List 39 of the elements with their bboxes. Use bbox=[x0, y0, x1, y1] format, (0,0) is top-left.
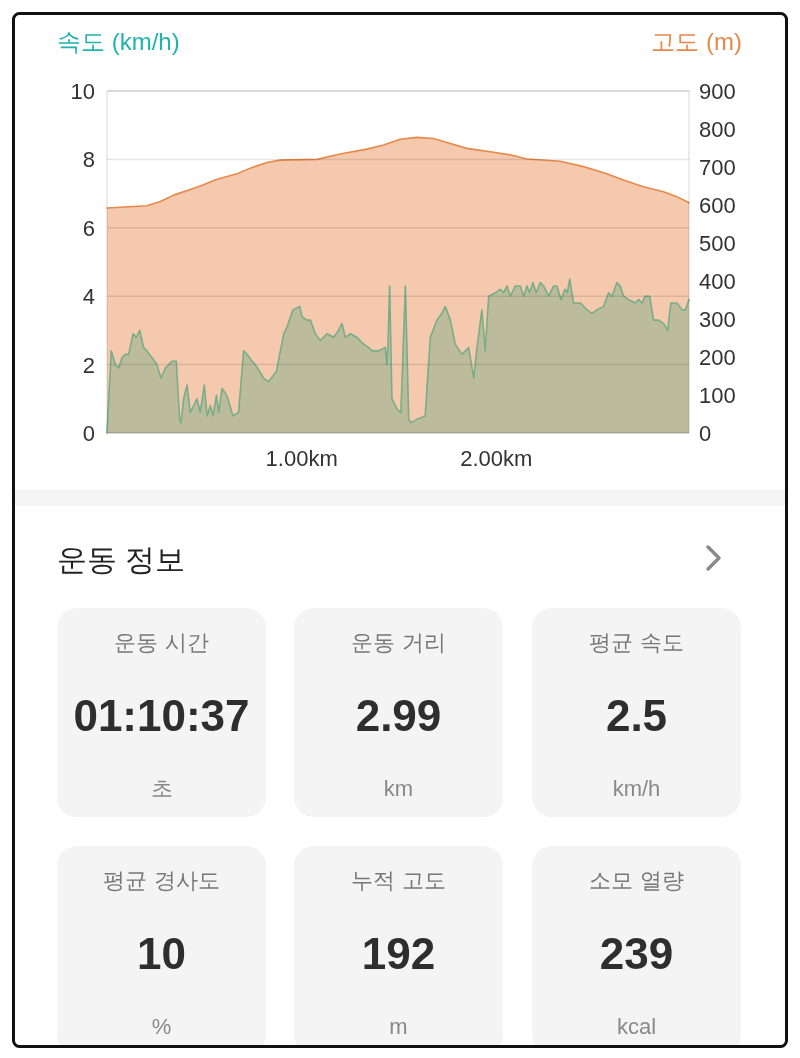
text: m bbox=[389, 1014, 408, 1039]
y2-tick-label: 500 bbox=[699, 231, 736, 256]
text: km/h bbox=[612, 776, 661, 801]
y-tick-label: 10 bbox=[70, 79, 95, 104]
text: 2.99 bbox=[355, 691, 442, 740]
y2-tick-label: 300 bbox=[699, 307, 736, 332]
text: 01:10:37 bbox=[73, 691, 250, 740]
text: 누적 고도 bbox=[351, 868, 446, 893]
y-tick-label: 0 bbox=[82, 421, 95, 446]
text: km bbox=[383, 776, 414, 801]
y2-axis-title: 고도 (m) bbox=[651, 28, 742, 55]
text: 평균 경사도 bbox=[103, 868, 220, 893]
text: 운동 거리 bbox=[351, 630, 446, 655]
text: 운동 시간 bbox=[114, 630, 209, 655]
text: 239 bbox=[599, 929, 674, 978]
text: 10 bbox=[137, 929, 186, 978]
y2-tick-label: 200 bbox=[699, 345, 736, 370]
x-tick-label: 2.00km bbox=[460, 446, 533, 471]
text: % bbox=[151, 1014, 172, 1039]
y-tick-label: 4 bbox=[82, 284, 95, 310]
y2-tick-label: 400 bbox=[699, 269, 736, 294]
y2-tick-label: 900 bbox=[699, 79, 736, 104]
y2-tick-label: 600 bbox=[699, 193, 736, 218]
y-tick-label: 6 bbox=[82, 215, 95, 241]
text: 초 bbox=[150, 776, 173, 801]
x-tick-label: 1.00km bbox=[265, 446, 338, 471]
text: 2.5 bbox=[605, 691, 668, 740]
y-tick-label: 2 bbox=[82, 352, 95, 378]
y2-tick-label: 0 bbox=[699, 421, 712, 446]
y-axis-title: 속도 (km/h) bbox=[57, 28, 180, 55]
text: kcal bbox=[616, 1014, 657, 1039]
y2-tick-label: 100 bbox=[699, 383, 736, 408]
text: 평균 속도 bbox=[589, 630, 684, 655]
y-tick-label: 8 bbox=[82, 147, 95, 173]
text: 소모 열량 bbox=[589, 868, 684, 893]
y2-tick-label: 700 bbox=[699, 155, 736, 180]
text: 192 bbox=[361, 929, 436, 978]
y2-tick-label: 800 bbox=[699, 117, 736, 142]
text: 운동 정보 bbox=[57, 543, 186, 576]
